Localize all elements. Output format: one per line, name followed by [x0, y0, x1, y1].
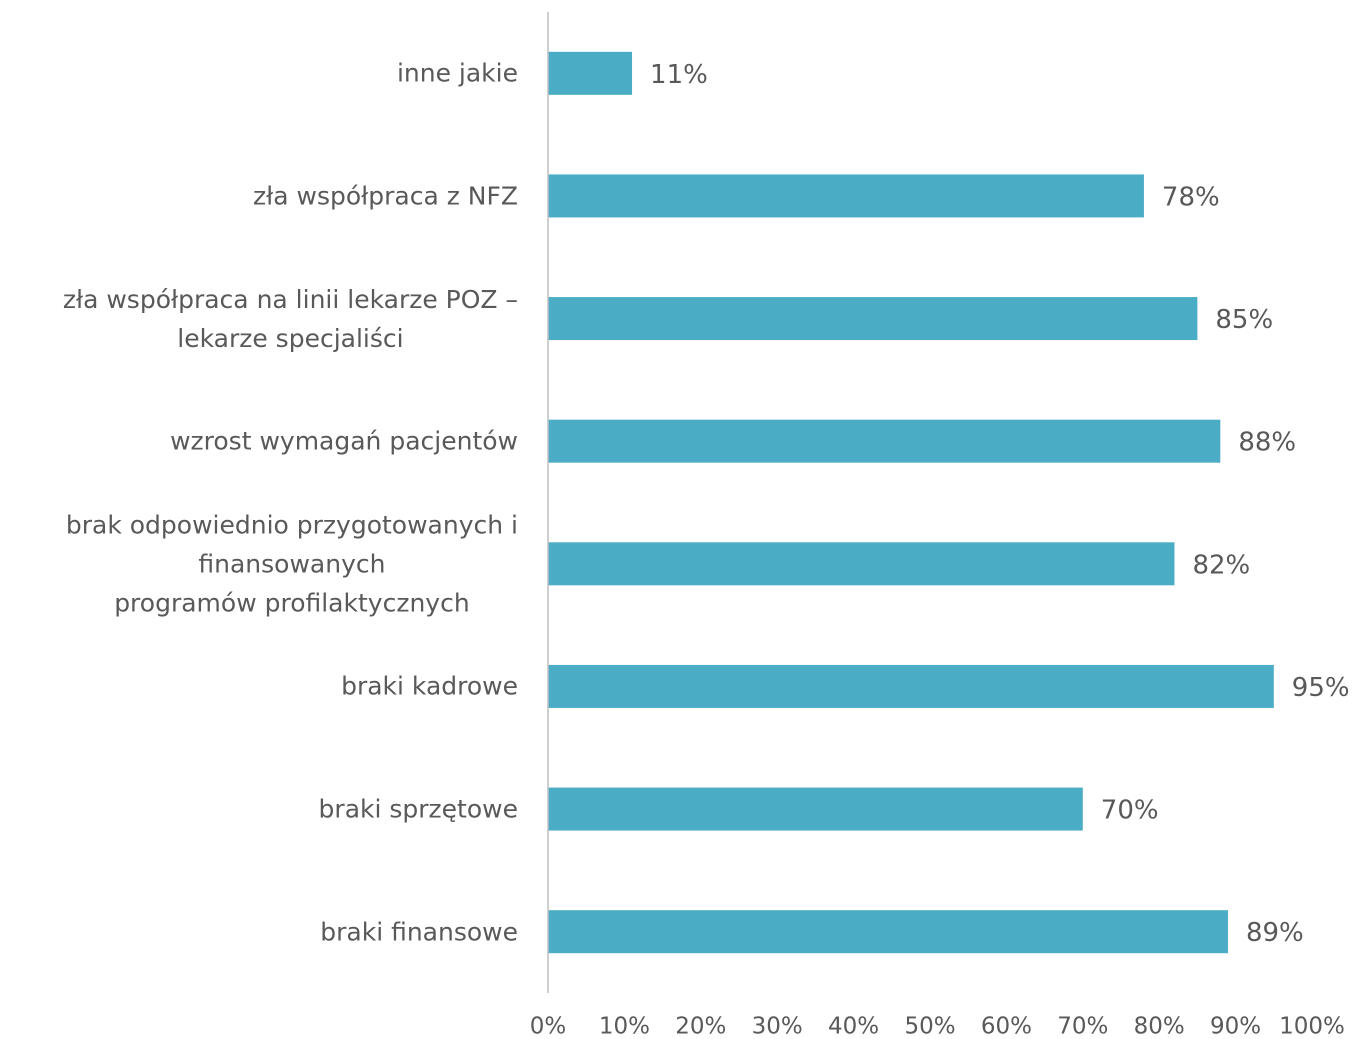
y-tick-label: brak odpowiednio przygotowanych i finans…: [65, 510, 518, 618]
x-tick-label: 10%: [599, 1014, 650, 1039]
x-tick-label: 80%: [1134, 1014, 1185, 1039]
x-tick-label: 40%: [828, 1014, 879, 1039]
value-label: 89%: [1246, 918, 1304, 948]
x-tick-label: 90%: [1210, 1014, 1261, 1039]
y-tick-label: wzrost wymagań pacjentów: [170, 426, 518, 456]
x-tick-label: 70%: [1057, 1014, 1108, 1039]
bar: [548, 664, 1274, 708]
y-tick-label: braki kadrowe: [341, 671, 518, 701]
value-label: 78%: [1162, 182, 1220, 212]
value-label: 85%: [1215, 305, 1273, 335]
x-tick-label: 0%: [530, 1014, 567, 1039]
value-label: 82%: [1192, 550, 1250, 580]
bar: [548, 910, 1228, 954]
bar: [548, 297, 1198, 341]
value-label: 11%: [650, 60, 708, 90]
y-tick-label: zła współpraca z NFZ: [253, 181, 518, 211]
y-tick-label: braki finansowe: [320, 917, 518, 947]
bar: [548, 787, 1083, 831]
x-tick-label: 100%: [1279, 1014, 1345, 1039]
y-tick-label: zła współpraca na linii lekarze POZ – le…: [62, 284, 518, 353]
bar: [548, 51, 633, 95]
bar: [548, 174, 1144, 218]
y-tick-label: inne jakie: [396, 58, 518, 88]
x-tick-label: 20%: [675, 1014, 726, 1039]
x-tick-label: 30%: [752, 1014, 803, 1039]
x-tick-label: 60%: [981, 1014, 1032, 1039]
bar: [548, 419, 1221, 463]
value-label: 88%: [1238, 428, 1296, 458]
bar: [548, 542, 1175, 586]
x-tick-label: 50%: [904, 1014, 955, 1039]
value-label: 70%: [1101, 796, 1159, 826]
y-tick-label: braki sprzętowe: [318, 794, 518, 824]
value-label: 95%: [1292, 673, 1350, 703]
